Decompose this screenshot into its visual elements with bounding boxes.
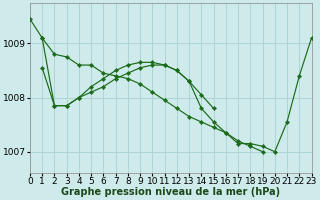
X-axis label: Graphe pression niveau de la mer (hPa): Graphe pression niveau de la mer (hPa) bbox=[61, 187, 280, 197]
